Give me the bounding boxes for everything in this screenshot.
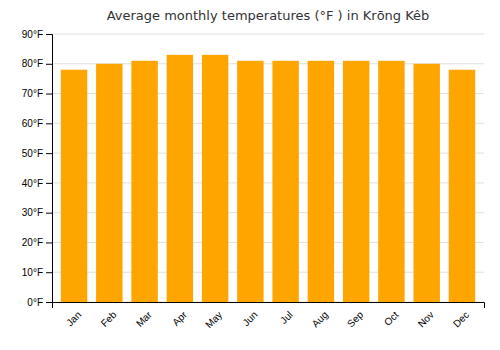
- tick: 0°F: [27, 297, 52, 308]
- tick-label: Feb: [99, 309, 119, 329]
- bar: [167, 55, 193, 302]
- tick-label: 90°F: [22, 29, 43, 40]
- tick: 60°F: [22, 118, 52, 129]
- grid: [52, 34, 484, 302]
- tick-label: Nov: [416, 309, 436, 329]
- tick-label: May: [203, 309, 224, 330]
- tick: Dec: [451, 309, 471, 329]
- tick: 40°F: [22, 178, 52, 189]
- title: Average monthly temperatures (°F ) in Kr…: [107, 8, 430, 23]
- tick: Jan: [64, 309, 83, 328]
- bar: [413, 64, 439, 302]
- tick-label: 80°F: [22, 58, 43, 69]
- tick-label: Jan: [64, 309, 83, 328]
- tick-mark: [46, 272, 52, 273]
- tick-label: Oct: [382, 309, 401, 328]
- tick-label: 10°F: [22, 267, 43, 278]
- tick-label: 20°F: [22, 237, 43, 248]
- tick: 80°F: [22, 58, 52, 69]
- bar: [202, 55, 228, 302]
- tick-label: 0°F: [27, 297, 43, 308]
- tick: Oct: [382, 309, 401, 328]
- y-axis: 0°F 10°F 20°F 30°F 40°F 50°F 60°F 70°F 80°F 90°F: [22, 29, 53, 308]
- bar: [449, 70, 475, 302]
- tick-label: Aug: [310, 309, 330, 329]
- tick-label: 30°F: [22, 207, 43, 218]
- tick: 20°F: [22, 237, 52, 248]
- tick-label: Jun: [240, 309, 259, 328]
- tick-mark: [46, 64, 52, 65]
- bar: [96, 64, 122, 302]
- tick-mark: [46, 183, 52, 184]
- bar: [343, 61, 369, 302]
- tick-mark: [46, 302, 52, 303]
- tick: Nov: [416, 309, 436, 329]
- bars: [61, 55, 475, 302]
- tick-mark: [46, 34, 52, 35]
- tick-label: 50°F: [22, 148, 43, 159]
- tick-label: 60°F: [22, 118, 43, 129]
- tick-mark: [46, 94, 52, 95]
- axis-line: [53, 303, 485, 309]
- tick: 30°F: [22, 207, 52, 218]
- tick: May: [203, 309, 224, 330]
- tick: Mar: [134, 309, 154, 329]
- tick: 50°F: [22, 148, 52, 159]
- bar: [61, 70, 87, 302]
- grid-line: [52, 34, 484, 35]
- tick: Jun: [240, 309, 259, 328]
- tick-label: Dec: [451, 309, 471, 329]
- bar: [272, 61, 298, 302]
- tick-label: Apr: [170, 309, 189, 328]
- tick: Apr: [170, 309, 189, 328]
- tick-label: 70°F: [22, 88, 43, 99]
- bar: [131, 61, 157, 302]
- x-axis: Jan Feb Mar Apr May Jun Jul Aug Sep Oct Nov Dec: [53, 303, 485, 331]
- tick-mark: [46, 213, 52, 214]
- tick: Jul: [278, 309, 295, 326]
- tick: 90°F: [22, 29, 52, 40]
- tick: Sep: [345, 309, 366, 330]
- tick-mark: [46, 242, 52, 243]
- bar: [308, 61, 334, 302]
- tick-label: Jul: [278, 309, 295, 326]
- tick: Feb: [99, 309, 119, 329]
- tick-label: Sep: [345, 309, 366, 330]
- tick-mark: [46, 153, 52, 154]
- bar: [237, 61, 263, 302]
- tick: Aug: [310, 309, 330, 329]
- chart: 0°F 10°F 20°F 30°F 40°F 50°F 60°F 70°F 80°F 90°F J…: [0, 0, 500, 350]
- tick-mark: [46, 123, 52, 124]
- tick: 70°F: [22, 88, 52, 99]
- axis-line: [46, 35, 53, 303]
- bar: [378, 61, 404, 302]
- plot: 0°F 10°F 20°F 30°F 40°F 50°F 60°F 70°F 80°F 90°F J…: [22, 29, 485, 331]
- tick: 10°F: [22, 267, 52, 278]
- tick-label: Mar: [134, 309, 154, 329]
- tick-label: 40°F: [22, 178, 43, 189]
